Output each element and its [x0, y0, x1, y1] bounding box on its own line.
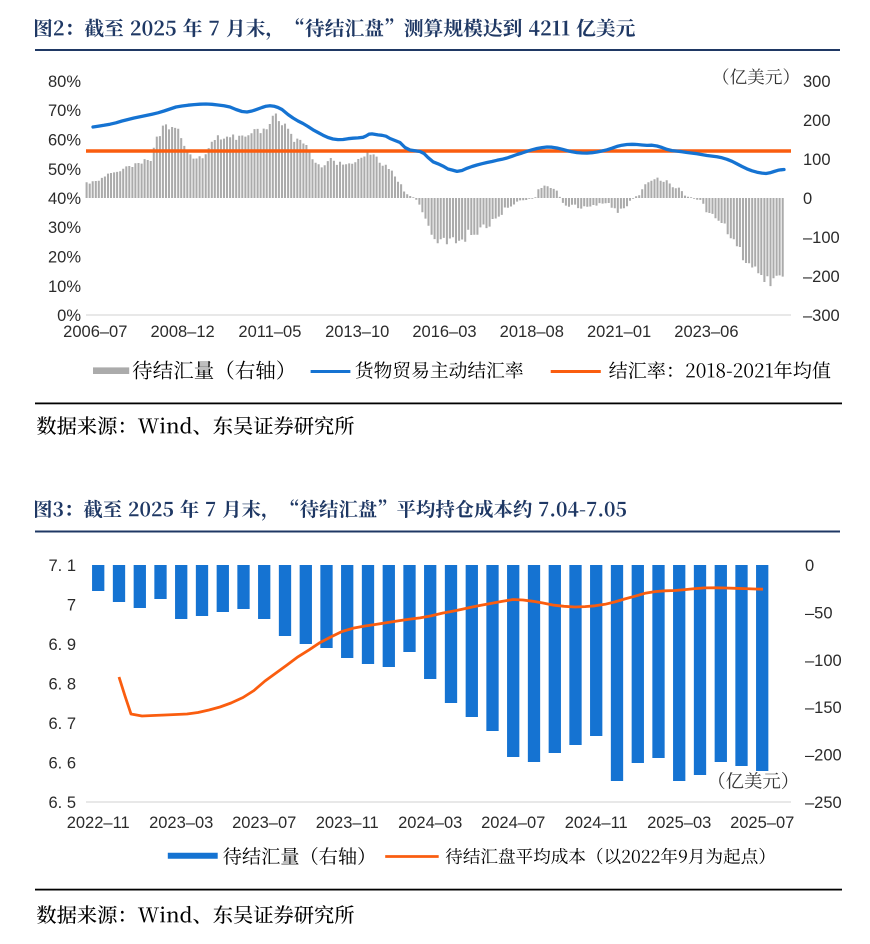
svg-text:2024–03: 2024–03 — [398, 814, 462, 832]
svg-text:6. 8: 6. 8 — [48, 676, 76, 694]
svg-text:–300: –300 — [803, 307, 840, 325]
svg-text:2013–10: 2013–10 — [325, 323, 389, 341]
svg-text:–100: –100 — [803, 229, 840, 247]
svg-text:2016–03: 2016–03 — [412, 323, 476, 341]
svg-text:6. 9: 6. 9 — [48, 636, 76, 654]
svg-text:2018–08: 2018–08 — [500, 323, 564, 341]
svg-text:300: 300 — [803, 73, 831, 91]
svg-text:2021–01: 2021–01 — [587, 323, 651, 341]
svg-text:30%: 30% — [48, 219, 81, 237]
svg-text:–100: –100 — [805, 652, 842, 670]
svg-text:–250: –250 — [805, 794, 842, 812]
svg-text:7. 1: 7. 1 — [48, 557, 76, 575]
svg-text:80%: 80% — [48, 73, 81, 91]
svg-text:2023–11: 2023–11 — [316, 814, 379, 832]
svg-text:–150: –150 — [805, 699, 842, 717]
svg-text:2025–03: 2025–03 — [647, 814, 711, 832]
svg-text:6. 5: 6. 5 — [48, 794, 76, 812]
svg-text:2025–07: 2025–07 — [730, 814, 794, 832]
svg-text:40%: 40% — [48, 190, 81, 208]
svg-text:2023–03: 2023–03 — [149, 814, 213, 832]
svg-text:2023–07: 2023–07 — [232, 814, 296, 832]
svg-text:6. 7: 6. 7 — [48, 715, 76, 733]
svg-text:6. 6: 6. 6 — [48, 755, 76, 773]
svg-text:–200: –200 — [803, 268, 840, 286]
svg-text:2011–05: 2011–05 — [238, 323, 301, 341]
svg-text:2023–06: 2023–06 — [674, 323, 738, 341]
svg-text:20%: 20% — [48, 249, 81, 267]
svg-text:2024–07: 2024–07 — [481, 814, 545, 832]
svg-text:0: 0 — [805, 557, 814, 575]
svg-text:50%: 50% — [48, 161, 81, 179]
svg-text:0%: 0% — [57, 307, 81, 325]
svg-text:2006–07: 2006–07 — [63, 323, 127, 341]
svg-text:–50: –50 — [805, 604, 833, 622]
svg-text:60%: 60% — [48, 132, 81, 150]
svg-text:70%: 70% — [48, 102, 81, 120]
svg-text:–200: –200 — [805, 747, 842, 765]
svg-text:0: 0 — [803, 190, 812, 208]
svg-text:10%: 10% — [48, 278, 81, 296]
svg-text:2024–11: 2024–11 — [565, 814, 628, 832]
svg-text:100: 100 — [803, 151, 831, 169]
svg-text:2008–12: 2008–12 — [150, 323, 214, 341]
svg-text:7: 7 — [67, 597, 76, 615]
svg-text:200: 200 — [803, 112, 831, 130]
svg-text:2022–11: 2022–11 — [67, 814, 130, 832]
